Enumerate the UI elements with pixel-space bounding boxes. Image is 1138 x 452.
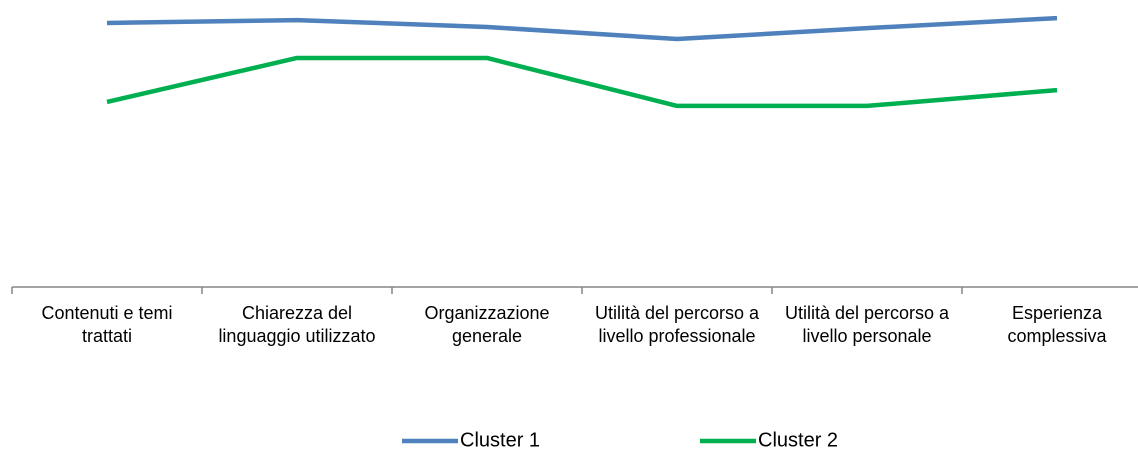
x-tick-label: Chiarezza del linguaggio utilizzato: [218, 303, 376, 346]
x-tick-label: Organizzazione generale: [424, 303, 550, 346]
series-line: [106, 15, 1058, 42]
x-tick-label: Contenuti e temi trattati: [41, 303, 173, 346]
x-tick-label: Utilità del percorso a livello personale: [784, 303, 950, 346]
x-tick-label: Esperienza complessiva: [1007, 303, 1107, 346]
x-tick-label: Utilità del percorso a livello professio…: [594, 303, 760, 346]
legend-label: Cluster 1: [460, 429, 540, 451]
legend-label: Cluster 2: [758, 429, 838, 451]
series-line: [106, 55, 1058, 109]
